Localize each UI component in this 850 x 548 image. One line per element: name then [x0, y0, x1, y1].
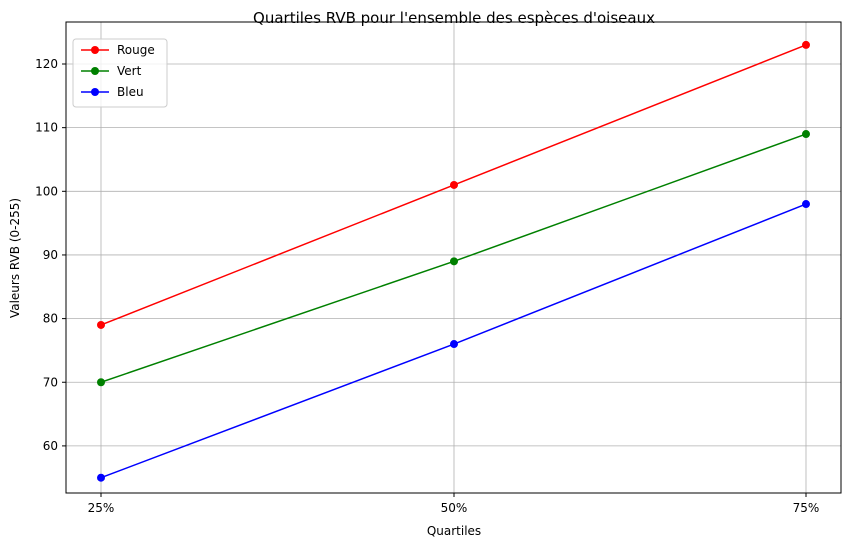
- data-point-bleu: [802, 200, 810, 209]
- data-point-bleu: [450, 340, 458, 349]
- y-tick-label: 120: [35, 57, 58, 71]
- data-point-rouge: [450, 180, 458, 189]
- y-axis-label: Valeurs RVB (0-255): [8, 198, 22, 318]
- y-tick-label: 90: [43, 248, 58, 262]
- series-layer: [97, 40, 810, 482]
- x-axis: 25% 50% 75%: [88, 493, 820, 515]
- legend-marker-bleu: [91, 88, 99, 96]
- grid: [66, 22, 841, 493]
- legend-label-vert: Vert: [117, 64, 142, 78]
- data-point-bleu: [97, 473, 105, 482]
- data-point-vert: [802, 130, 810, 139]
- legend: Rouge Vert Bleu: [72, 38, 168, 108]
- y-tick-label: 70: [43, 375, 58, 389]
- y-tick-label: 80: [43, 312, 58, 326]
- y-tick-label: 100: [35, 184, 58, 198]
- legend-marker-rouge: [91, 46, 99, 54]
- legend-marker-vert: [91, 67, 99, 75]
- x-tick-label: 75%: [793, 501, 820, 515]
- y-tick-label: 60: [43, 439, 58, 453]
- y-axis: 60 70 80 90 100 110 120: [35, 57, 66, 453]
- legend-label-rouge: Rouge: [117, 43, 155, 57]
- data-point-vert: [97, 378, 105, 387]
- data-point-vert: [450, 257, 458, 266]
- x-tick-label: 50%: [441, 501, 468, 515]
- x-tick-label: 25%: [88, 501, 115, 515]
- x-axis-label: Quartiles: [427, 524, 481, 538]
- data-point-rouge: [802, 40, 810, 49]
- legend-label-bleu: Bleu: [117, 85, 144, 99]
- y-tick-label: 110: [35, 121, 58, 135]
- data-point-rouge: [97, 320, 105, 329]
